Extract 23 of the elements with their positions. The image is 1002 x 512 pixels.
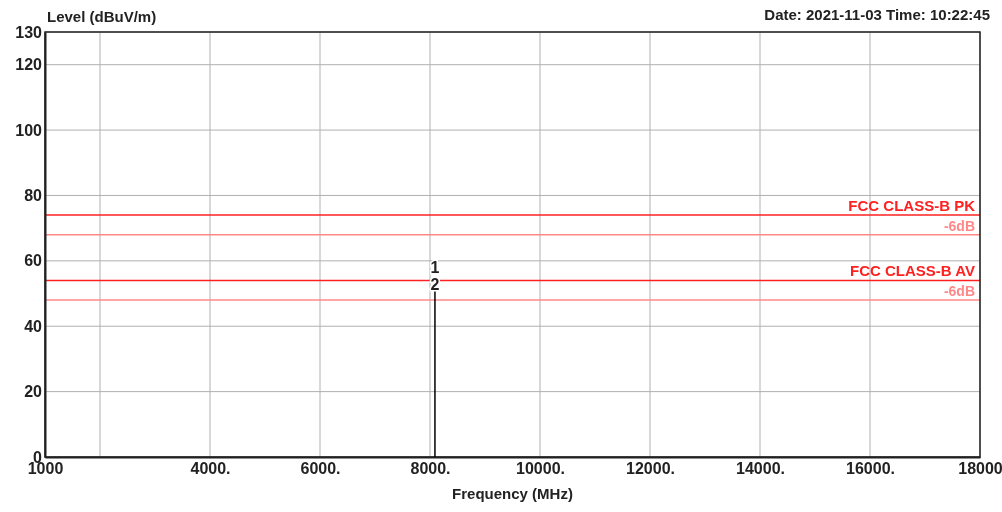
x-tick-label: 18000 — [958, 460, 1002, 478]
x-tick-label: 12000. — [626, 460, 675, 478]
y-tick-label: 60 — [24, 252, 43, 270]
x-tick-label: 6000. — [300, 460, 341, 478]
ref-line-label: FCC CLASS-B AV — [850, 262, 975, 280]
y-tick-label: 120 — [15, 56, 43, 74]
x-tick-label: 10000. — [516, 460, 565, 478]
x-tick-label: 16000. — [846, 460, 895, 478]
y-tick-label: 80 — [24, 187, 43, 205]
y-tick-label: 40 — [24, 317, 43, 335]
y-tick-label: 130 — [15, 23, 43, 41]
x-tick-label: 4000. — [190, 460, 231, 478]
annotation: 1 — [430, 259, 440, 277]
ref-line-label: -6dB — [943, 283, 975, 300]
ref-line-label: -6dB — [943, 217, 975, 234]
x-axis-title: Frequency (MHz) — [452, 485, 573, 502]
y-tick-label: 100 — [15, 121, 43, 139]
x-tick-label: 8000. — [410, 460, 451, 478]
x-tick-label: 14000. — [736, 460, 785, 478]
text: Date: 2021-11-03 Time: 10:22:45 — [764, 6, 990, 23]
y-axis-title: Level (dBuV/m) — [47, 8, 157, 25]
y-tick-label: 20 — [24, 383, 43, 401]
ref-line-label: FCC CLASS-B PK — [848, 197, 976, 215]
